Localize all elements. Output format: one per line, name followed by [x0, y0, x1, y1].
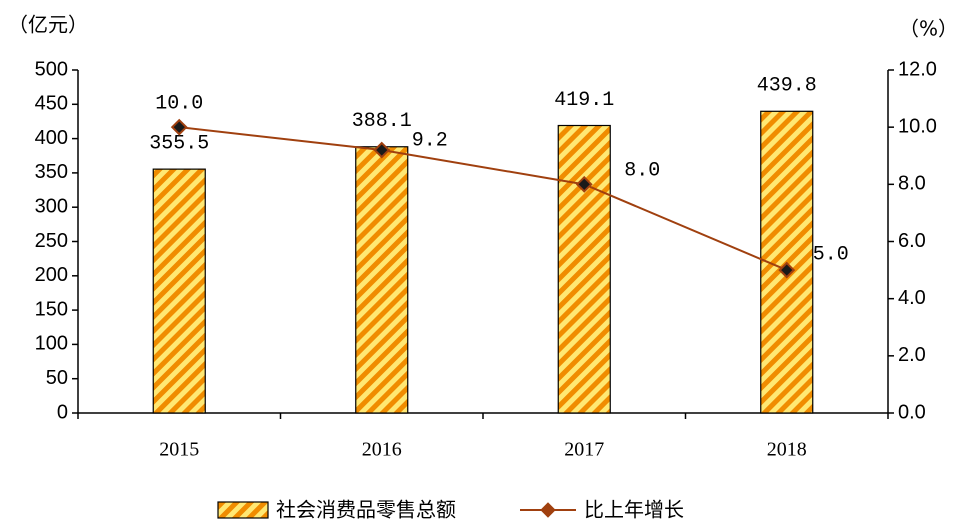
y2-tick-label: 4.0 — [898, 287, 926, 309]
line — [179, 126, 788, 272]
bar — [557, 124, 611, 414]
y2-tick-label: 8.0 — [898, 173, 926, 195]
y2-tick-label: 6.0 — [898, 230, 926, 252]
legend-marker — [540, 502, 556, 518]
legend-swatch — [217, 501, 269, 519]
line-marker — [778, 261, 796, 279]
y-tick-label: 400 — [35, 127, 68, 149]
x-tick-label: 2018 — [767, 439, 807, 461]
x-tick-label: 2017 — [564, 439, 604, 461]
y-tick-label: 200 — [35, 264, 68, 286]
line-value-label: 10.0 — [155, 92, 203, 115]
line-value-label: 9.2 — [412, 129, 448, 152]
x-tick-label: 2016 — [362, 439, 402, 461]
y-tick-label: 100 — [35, 333, 68, 355]
bar — [355, 146, 409, 414]
line-marker — [373, 141, 391, 159]
line-marker — [170, 118, 188, 136]
bar-value-label: 355.5 — [149, 132, 209, 155]
y-tick-label: 250 — [35, 230, 68, 252]
y-tick-label: 300 — [35, 195, 68, 217]
y2-tick-label: 0.0 — [898, 401, 926, 423]
y-tick-label: 500 — [35, 58, 68, 80]
line-marker — [575, 175, 593, 193]
line-value-label: 5.0 — [813, 243, 849, 266]
y2-tick-label: 10.0 — [898, 115, 937, 137]
line-value-label: 8.0 — [624, 160, 660, 183]
x-tick-label: 2015 — [159, 439, 199, 461]
y-unit: （亿元） — [8, 13, 88, 37]
bar — [152, 168, 206, 414]
bar-value-label: 439.8 — [757, 75, 817, 98]
legend-label: 社会消费品零售总额 — [276, 498, 456, 521]
bar-value-label: 388.1 — [352, 110, 412, 133]
y-tick-label: 0 — [57, 401, 68, 423]
legend-label: 比上年增长 — [584, 498, 684, 521]
y-tick-label: 450 — [35, 93, 68, 115]
y-tick-label: 50 — [46, 367, 68, 389]
y-tick-label: 350 — [35, 161, 68, 183]
y-tick-label: 150 — [35, 298, 68, 320]
y2-tick-label: 12.0 — [898, 58, 937, 80]
y2-unit: （%） — [899, 17, 958, 41]
bar-value-label: 419.1 — [554, 89, 614, 112]
y2-tick-label: 2.0 — [898, 344, 926, 366]
